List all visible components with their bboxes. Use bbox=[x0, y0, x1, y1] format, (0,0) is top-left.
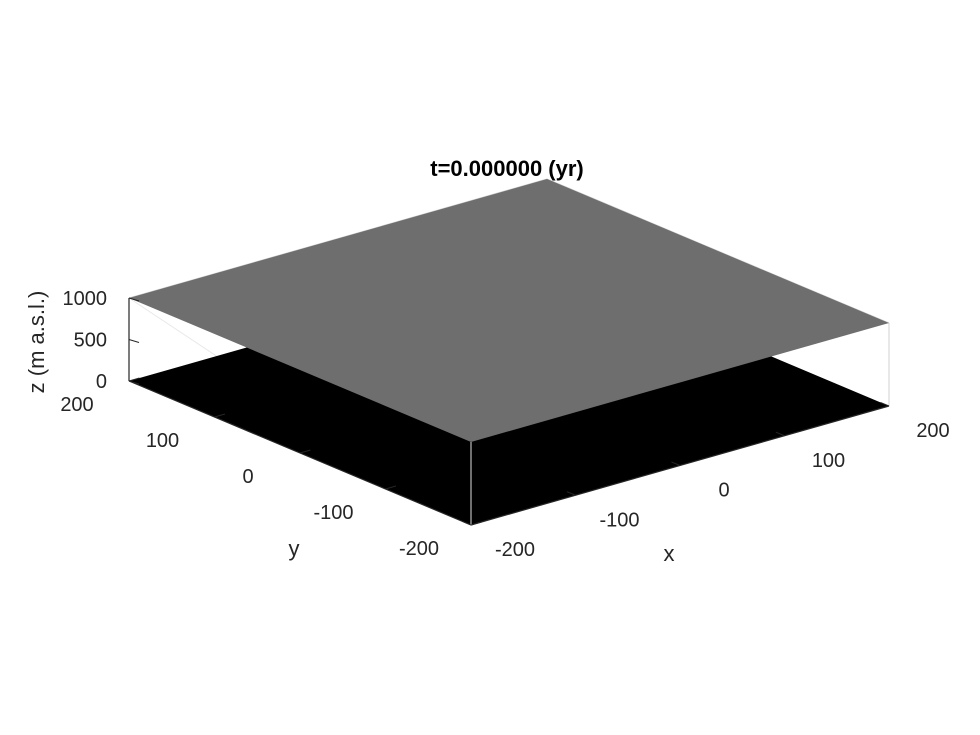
x-tick-label: 0 bbox=[718, 480, 729, 502]
y-axis-label: y bbox=[289, 536, 300, 561]
z-tick bbox=[128, 380, 140, 385]
x-tick-label: -100 bbox=[599, 509, 639, 531]
y-tick bbox=[385, 485, 397, 490]
x-tick bbox=[671, 461, 681, 466]
x-tick-label: -200 bbox=[495, 539, 535, 561]
z-tick-label: 1000 bbox=[63, 288, 108, 310]
ice-surface bbox=[129, 179, 889, 442]
x-tick-label: 200 bbox=[916, 420, 949, 442]
x-tick bbox=[775, 431, 785, 437]
y-tick bbox=[214, 413, 226, 418]
x-tick bbox=[566, 491, 576, 496]
y-tick-label: 0 bbox=[242, 466, 253, 488]
z-tick-label: 0 bbox=[96, 371, 107, 393]
y-tick-label: 100 bbox=[146, 430, 179, 452]
z-tick-label: 500 bbox=[74, 330, 107, 352]
x-tick bbox=[462, 520, 472, 526]
y-tick-label: 200 bbox=[60, 394, 93, 416]
y-tick bbox=[470, 521, 482, 526]
z-tick bbox=[128, 297, 140, 302]
y-tick bbox=[128, 377, 140, 382]
tick-marks bbox=[128, 297, 890, 526]
x-axis-label: x bbox=[664, 541, 675, 566]
z-tick bbox=[128, 339, 140, 343]
z-axis-label: z (m a.s.l.) bbox=[24, 291, 49, 394]
x-tick-label: 100 bbox=[812, 450, 845, 472]
y-tick bbox=[299, 449, 311, 454]
x-tick bbox=[880, 401, 890, 407]
y-tick-label: -100 bbox=[313, 502, 353, 524]
chart-title: t=0.000000 (yr) bbox=[430, 156, 584, 181]
y-tick-label: -200 bbox=[399, 538, 439, 560]
